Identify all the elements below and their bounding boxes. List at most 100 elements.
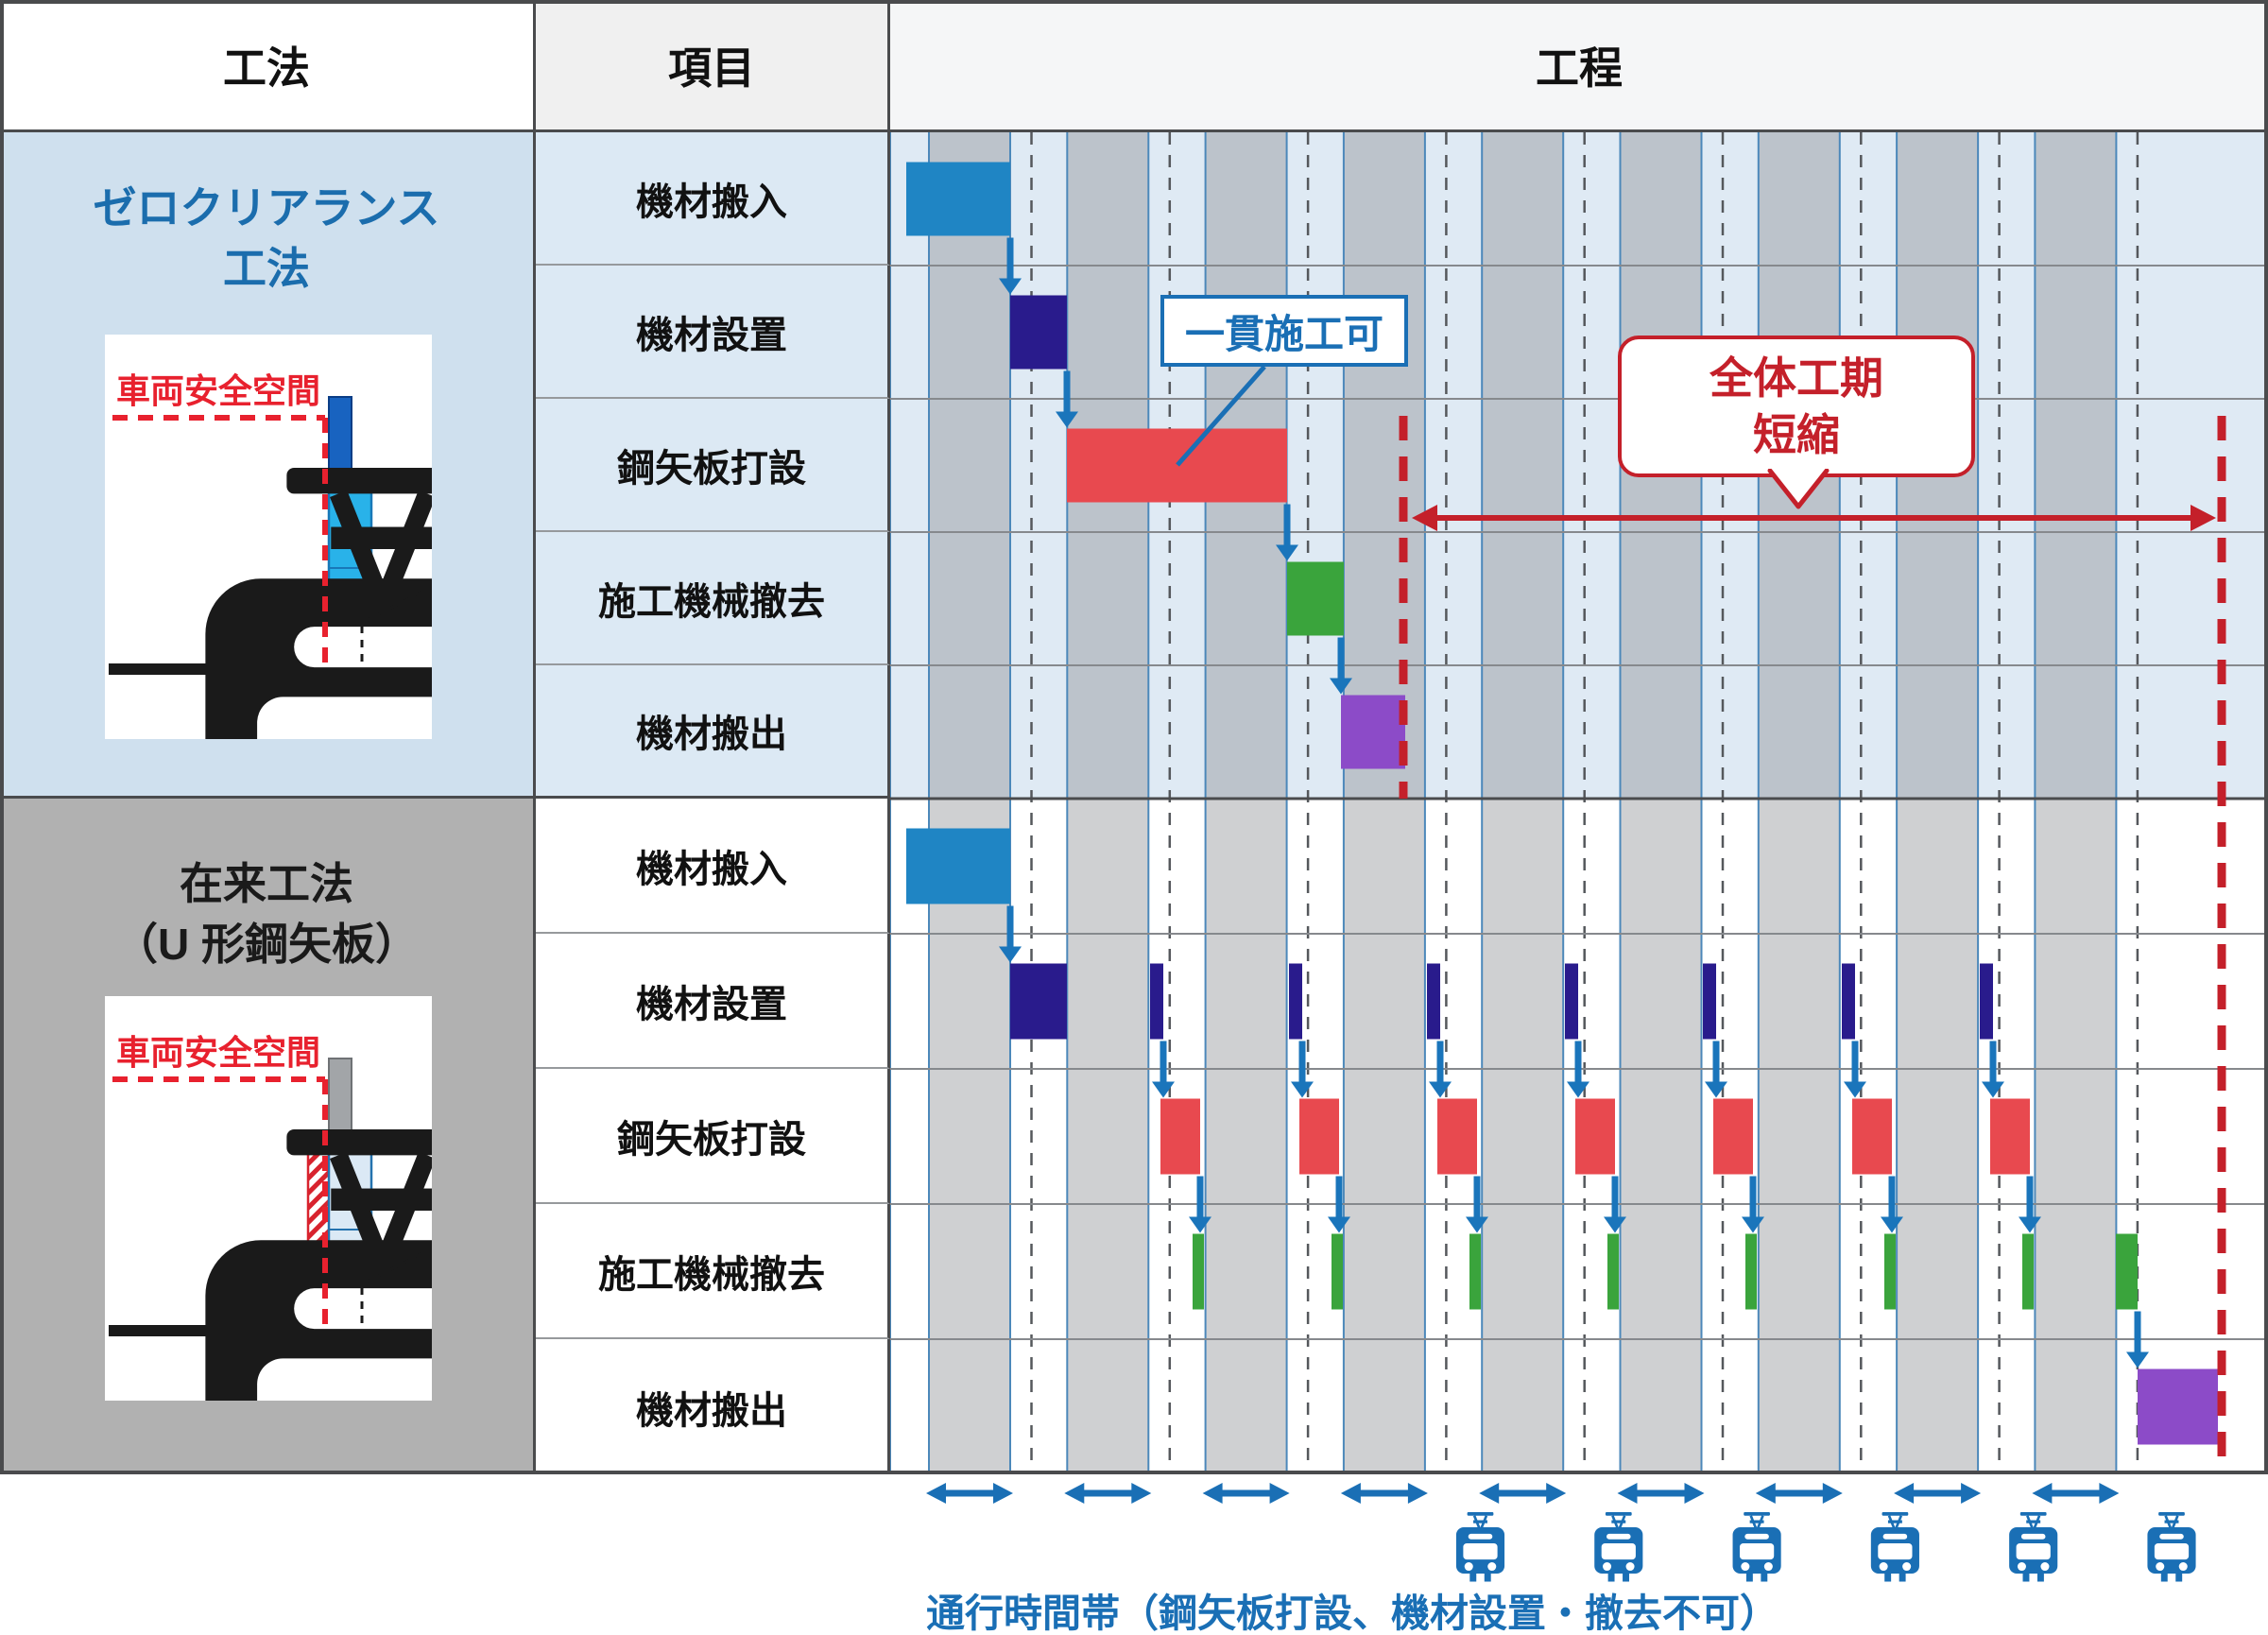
callout-continuous-construction: 一貫施工可 <box>1160 295 1408 367</box>
callout-shortening-line: 短縮 <box>1753 410 1840 459</box>
bar-setup <box>1010 295 1067 370</box>
traffic-window-arrow <box>1340 1483 1428 1504</box>
clearance-illustration-conventional: 車両安全空間 <box>105 996 432 1401</box>
flow-arrow <box>1328 1176 1350 1233</box>
bar-setup <box>1703 963 1716 1040</box>
header-item: 項目 <box>536 0 890 132</box>
flow-arrow <box>1330 637 1352 695</box>
item-label-conventional-1: 機材設置 <box>536 934 890 1069</box>
bar-setup <box>1289 963 1302 1040</box>
flow-arrow <box>999 237 1022 295</box>
bar-piling <box>1299 1098 1339 1175</box>
bar-setup <box>1842 963 1855 1040</box>
safety-space-label: 車両安全空間 <box>116 1033 320 1072</box>
method-title-line: 在来工法 <box>180 859 353 908</box>
traffic-band <box>929 132 1010 799</box>
flow-arrow <box>1844 1041 1866 1098</box>
bar-removal <box>2022 1233 2034 1310</box>
flow-arrow <box>1276 504 1298 561</box>
train-icon <box>2009 1512 2057 1582</box>
train-icon <box>1456 1512 1504 1582</box>
bar-carry_out <box>1341 695 1405 769</box>
callout-schedule-shortening: 全体工期 短縮 <box>1618 336 1975 509</box>
traffic-band <box>1205 799 1287 1474</box>
traffic-band <box>929 799 1010 1474</box>
header-item-label: 項目 <box>668 43 755 93</box>
flow-arrow <box>1189 1176 1211 1233</box>
bar-carry_out <box>2138 1368 2218 1445</box>
traffic-band <box>1897 799 1979 1474</box>
clearance-illustration-zero: 車両安全空間 <box>105 335 432 739</box>
traffic-window-arrow <box>1202 1483 1290 1504</box>
flow-arrow <box>1056 370 1078 428</box>
bar-piling <box>1067 428 1287 503</box>
callout-continuous-label: 一貫施工可 <box>1184 311 1383 356</box>
bar-piling <box>1990 1098 2030 1175</box>
flow-arrow <box>1881 1176 1903 1233</box>
train-icon <box>2147 1512 2195 1582</box>
item-label-zero-clearance-3: 施工機械撤去 <box>536 532 890 665</box>
bar-removal <box>2116 1233 2138 1310</box>
bubble-pointer <box>1767 469 1830 509</box>
train-icon <box>1733 1512 1781 1582</box>
callout-shortening-line: 全体工期 <box>1710 353 1883 403</box>
bar-carry_in <box>906 828 1010 904</box>
traffic-windows-strip <box>926 1483 2268 1635</box>
flow-arrow <box>1567 1041 1589 1098</box>
method-title-line: （U 形鋼矢板） <box>114 920 419 969</box>
flow-arrow <box>1152 1041 1175 1098</box>
item-label-conventional-2: 鋼矢板打設 <box>536 1069 890 1204</box>
method-title-line: ゼロクリアランス <box>93 183 440 232</box>
callout-pointer-line <box>1176 365 1266 467</box>
flow-arrow <box>1291 1041 1314 1098</box>
item-label-zero-clearance-2: 鋼矢板打設 <box>536 399 890 532</box>
traffic-band <box>1343 799 1425 1474</box>
bar-carry_in <box>906 162 1010 236</box>
traffic-caption: 通行時間帯（鋼矢板打設、機材設置・撤去不可） <box>926 1592 1778 1635</box>
traffic-window-arrow <box>1064 1483 1152 1504</box>
traffic-window-arrow <box>1894 1483 1982 1504</box>
traffic-band <box>1482 132 1564 799</box>
flow-arrow <box>1982 1041 2004 1098</box>
bar-removal <box>1287 561 1344 636</box>
flow-arrow <box>1742 1176 1764 1233</box>
traffic-band <box>2035 132 2117 799</box>
bar-removal <box>1607 1233 1619 1310</box>
traffic-window-arrow <box>926 1483 1013 1504</box>
flow-arrow <box>2019 1176 2041 1233</box>
header-method-label: 工法 <box>223 43 310 93</box>
bar-setup <box>1010 963 1067 1040</box>
traffic-band <box>1067 799 1149 1474</box>
traffic-window-arrow <box>1755 1483 1843 1504</box>
bar-setup <box>1150 963 1163 1040</box>
flow-arrow <box>1604 1176 1626 1233</box>
bar-piling <box>1160 1098 1200 1175</box>
bar-removal <box>1745 1233 1757 1310</box>
item-label-conventional-0: 機材搬入 <box>536 799 890 934</box>
flow-arrow <box>1705 1041 1727 1098</box>
item-label-zero-clearance-1: 機材設置 <box>536 266 890 399</box>
header-schedule-label: 工程 <box>1536 43 1623 93</box>
method-title-conventional: 在来工法 （U 形鋼矢板） <box>0 853 533 974</box>
bar-setup <box>1565 963 1578 1040</box>
flow-arrow <box>1466 1176 1488 1233</box>
header-schedule: 工程 <box>890 0 2268 132</box>
traffic-band <box>1758 799 1840 1474</box>
item-label-zero-clearance-0: 機材搬入 <box>536 132 890 266</box>
flow-arrow <box>1429 1041 1452 1098</box>
traffic-band <box>1482 799 1564 1474</box>
bar-setup <box>1980 963 1993 1040</box>
traffic-band <box>2035 799 2117 1474</box>
bar-piling <box>1575 1098 1615 1175</box>
safety-space-label: 車両安全空間 <box>116 371 320 410</box>
traffic-window-arrow <box>1479 1483 1567 1504</box>
item-label-zero-clearance-4: 機材搬出 <box>536 665 890 799</box>
method-title-zero-clearance: ゼロクリアランス 工法 <box>0 178 533 299</box>
traffic-window-arrow <box>1617 1483 1705 1504</box>
bar-removal <box>1193 1233 1204 1310</box>
traffic-band <box>1620 799 1702 1474</box>
bar-removal <box>1884 1233 1896 1310</box>
train-icon <box>1871 1512 1919 1582</box>
schedule-shortening-span-arrow <box>1412 505 2216 531</box>
